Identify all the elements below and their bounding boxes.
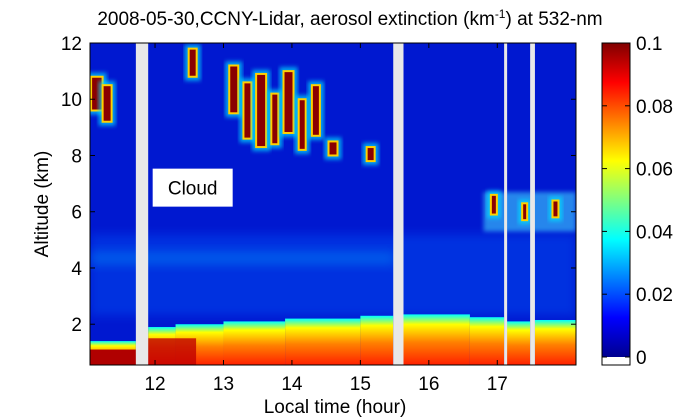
cloud-core: [329, 142, 337, 155]
no-data-gap: [530, 43, 535, 365]
y-tick-label: 6: [71, 203, 82, 224]
plot-frame: [89, 42, 577, 366]
boundary-layer-segment: [360, 315, 394, 365]
cloud-core: [367, 148, 374, 161]
chart-title: 2008-05-30,CCNY-Lidar, aerosol extinctio…: [97, 7, 602, 30]
x-axis-ticks: 12 13 14 15 16 17: [144, 43, 508, 395]
boundary-layer-segment: [506, 321, 531, 365]
cloud-core: [299, 100, 305, 149]
boundary-layer-segment: [403, 314, 470, 365]
cloud-core: [92, 77, 102, 110]
no-data-gap: [504, 43, 508, 365]
colorbar-ticks: 0 0.02 0.04 0.06 0.08 0.1: [602, 34, 673, 369]
x-tick-label: 13: [213, 374, 234, 395]
cloud-annotation: Cloud: [152, 168, 233, 207]
colorbar-tick-label: 0.1: [636, 34, 662, 55]
boundary-layer-segment: [285, 318, 361, 365]
surface-core: [148, 338, 197, 365]
cloud-core: [491, 195, 496, 214]
cloud-core: [312, 86, 319, 135]
colorbar-tick-label: 0.04: [636, 222, 673, 243]
heatmap-features: [90, 44, 576, 365]
cloud-core: [523, 204, 527, 220]
y-tick-label: 2: [71, 315, 82, 336]
cloud-core: [272, 94, 278, 144]
heatmap-area: [90, 43, 576, 365]
aerosol-haze: [90, 234, 576, 316]
colorbar-tick-label: 0.08: [636, 97, 673, 118]
cloud-core: [257, 74, 266, 147]
colorbar-tick-label: 0: [636, 348, 647, 369]
cloud-core: [244, 83, 251, 138]
y-axis-label: Altitude (km): [32, 151, 53, 258]
cloud-core: [189, 49, 196, 76]
x-tick-label: 12: [144, 374, 165, 395]
y-tick-label: 4: [71, 259, 82, 280]
cloud-core: [230, 66, 238, 113]
x-tick-label: 15: [350, 374, 371, 395]
boundary-layer-segment: [223, 321, 286, 365]
cloud-core: [103, 86, 111, 121]
y-tick-label: 10: [61, 90, 82, 111]
surface-core: [90, 349, 136, 365]
x-tick-label: 14: [281, 374, 303, 395]
x-axis-label: Local time (hour): [264, 397, 407, 418]
y-axis-ticks: 2 4 6 8 10 12: [61, 34, 576, 336]
colorbar-tick-label: 0.06: [636, 160, 673, 181]
colorbar-tick-label: 0.02: [636, 285, 673, 306]
cloud-core: [284, 72, 293, 132]
no-data-gap: [393, 43, 404, 365]
cloud-core: [553, 201, 558, 217]
no-data-gaps: [135, 43, 535, 365]
boundary-layer-segment: [534, 320, 576, 365]
cloud-label-box: [152, 168, 233, 207]
colorbar-frame: [601, 42, 631, 366]
y-tick-label: 12: [61, 34, 82, 55]
x-tick-label: 16: [418, 374, 439, 395]
colorbar-ramp: [602, 43, 630, 357]
y-tick-label: 8: [71, 146, 82, 167]
x-tick-label: 17: [487, 374, 508, 395]
no-data-gap: [135, 43, 149, 365]
colorbar-nodata-swatch: [602, 357, 630, 365]
colorbar: 0 0.02 0.04 0.06 0.08 0.1: [601, 34, 673, 369]
cloud-label-text: Cloud: [168, 179, 218, 200]
aerosol-band: [90, 251, 395, 266]
boundary-layer-segment: [469, 317, 505, 365]
